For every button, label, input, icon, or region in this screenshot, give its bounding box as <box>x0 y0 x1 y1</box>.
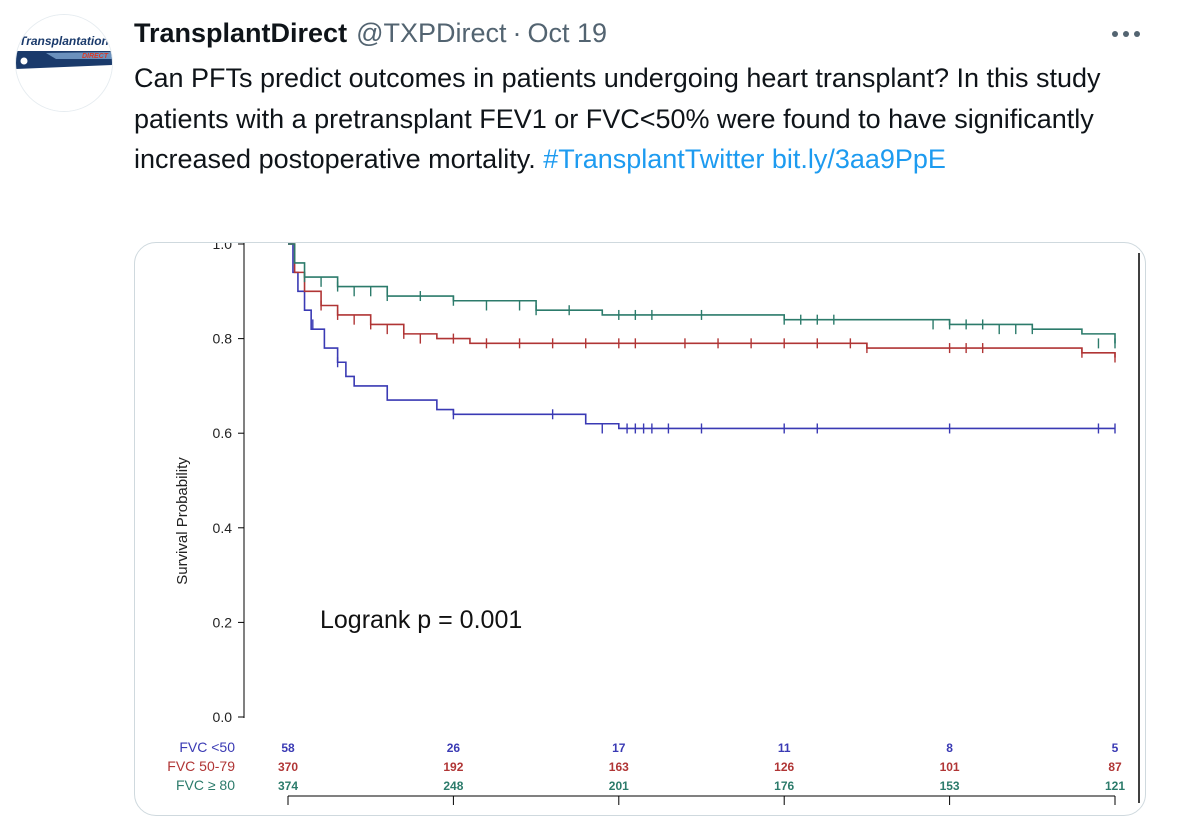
risk-table-cell: 11 <box>778 741 791 755</box>
avatar-logo-text: Transplantation <box>19 34 109 48</box>
survival-curve <box>288 243 1115 430</box>
risk-table-cell: 5 <box>1112 741 1119 755</box>
survival-chart: 0.00.20.40.60.81.0 Survival Probability … <box>167 243 1140 805</box>
display-name[interactable]: TransplantDirect <box>134 18 348 48</box>
risk-table-row-label: FVC 50-79 <box>167 758 235 774</box>
risk-table-cell: 248 <box>443 779 463 793</box>
risk-table-cell: 17 <box>612 741 626 755</box>
risk-table-cell: 153 <box>940 779 960 793</box>
risk-table-cell: 192 <box>443 760 463 774</box>
y-tick-label: 1.0 <box>213 243 233 252</box>
user-handle[interactable]: @TXPDirect <box>356 18 507 48</box>
more-options-button[interactable] <box>1108 20 1144 48</box>
logrank-annotation: Logrank p = 0.001 <box>320 606 522 634</box>
survival-curve <box>288 243 1116 358</box>
tweet-text: Can PFTs predict outcomes in patients un… <box>134 58 1144 180</box>
survival-curve <box>288 243 1116 344</box>
risk-table-cell: 370 <box>278 760 298 774</box>
tweet-media-image[interactable]: 0.0 0.2 0.4 0.6 0.8 1.0 Survival Probability … <box>134 242 1146 816</box>
y-tick-label: 0.8 <box>213 331 233 347</box>
avatar[interactable]: Transplantation DIRECT <box>15 14 113 112</box>
y-tick-label: 0.0 <box>213 709 233 725</box>
risk-table-cell: 126 <box>774 760 794 774</box>
short-url-link[interactable]: bit.ly/3aa9PpE <box>771 144 946 174</box>
y-axis-label: Survival Probability <box>174 457 191 585</box>
tweet-body: Can PFTs predict outcomes in patients un… <box>134 63 1101 174</box>
tweet-date[interactable]: Oct 19 <box>527 18 608 48</box>
y-tick-label: 0.6 <box>213 425 233 441</box>
risk-table-cell: 201 <box>609 779 629 793</box>
tweet-header: TransplantDirect @TXPDirect · Oct 19 <box>134 18 607 54</box>
separator-dot: · <box>512 18 522 48</box>
y-tick-label: 0.2 <box>213 614 233 630</box>
risk-table-cell: 101 <box>940 760 960 774</box>
risk-table-cell: 87 <box>1108 760 1122 774</box>
risk-table-row-label: FVC <50 <box>179 739 235 755</box>
risk-table-row-label: FVC ≥ 80 <box>176 777 235 793</box>
risk-table-cell: 163 <box>609 760 629 774</box>
risk-table-cell: 176 <box>774 779 794 793</box>
y-tick-label: 0.4 <box>213 520 233 536</box>
risk-table-cell: 8 <box>946 741 953 755</box>
avatar-logo-subtext: DIRECT <box>82 53 109 60</box>
risk-table-cell: 58 <box>281 741 295 755</box>
risk-table-cell: 374 <box>278 779 298 793</box>
more-horizontal-icon <box>1112 31 1140 37</box>
hashtag-link[interactable]: #TransplantTwitter <box>543 144 765 174</box>
risk-table-cell: 121 <box>1105 779 1125 793</box>
risk-table-cell: 26 <box>447 741 461 755</box>
